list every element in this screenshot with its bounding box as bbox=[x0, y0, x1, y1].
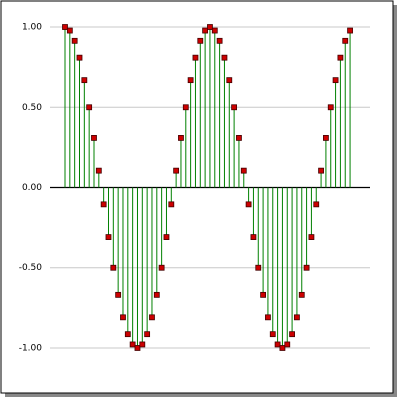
marker bbox=[76, 54, 83, 61]
y-tick-label: -1.00 bbox=[19, 343, 43, 353]
marker bbox=[347, 27, 353, 34]
marker bbox=[197, 37, 204, 44]
y-tick-label: 0.50 bbox=[22, 103, 42, 113]
marker bbox=[173, 167, 180, 174]
marker bbox=[231, 104, 238, 111]
marker bbox=[265, 314, 271, 321]
marker bbox=[115, 291, 122, 298]
marker bbox=[153, 291, 160, 298]
marker bbox=[168, 201, 175, 208]
marker bbox=[332, 77, 339, 84]
marker bbox=[66, 27, 73, 34]
marker bbox=[105, 234, 112, 240]
marker bbox=[284, 341, 291, 348]
marker bbox=[240, 167, 247, 174]
marker bbox=[207, 24, 213, 30]
marker bbox=[211, 27, 218, 34]
marker bbox=[182, 104, 189, 111]
marker bbox=[337, 54, 344, 61]
y-tick-label: 1.00 bbox=[22, 23, 42, 33]
marker bbox=[178, 135, 184, 141]
marker bbox=[129, 341, 136, 348]
marker bbox=[134, 345, 141, 351]
plot-area: -1.00 -0.50 0.00 0.50 1.00 bbox=[19, 23, 370, 353]
marker bbox=[110, 264, 117, 271]
marker bbox=[81, 77, 88, 84]
marker bbox=[303, 264, 310, 271]
marker bbox=[100, 201, 107, 208]
marker bbox=[313, 201, 320, 208]
marker bbox=[187, 77, 194, 84]
marker bbox=[192, 54, 199, 61]
marker bbox=[149, 314, 155, 321]
y-tick-label: -0.50 bbox=[19, 263, 43, 273]
marker bbox=[158, 264, 165, 271]
marker bbox=[294, 314, 300, 321]
marker bbox=[124, 331, 131, 338]
marker bbox=[62, 24, 68, 30]
marker bbox=[269, 331, 276, 338]
marker bbox=[216, 37, 223, 44]
marker bbox=[144, 331, 151, 338]
marker bbox=[95, 167, 102, 174]
marker bbox=[308, 234, 315, 240]
marker bbox=[323, 135, 329, 141]
marker bbox=[327, 104, 334, 111]
marker bbox=[279, 345, 286, 351]
marker bbox=[226, 77, 233, 84]
marker bbox=[139, 341, 146, 348]
marker bbox=[221, 54, 228, 61]
frame bbox=[0, 0, 394, 394]
marker bbox=[250, 234, 257, 240]
marker bbox=[289, 331, 295, 338]
marker bbox=[318, 167, 324, 174]
marker bbox=[342, 37, 349, 44]
marker bbox=[202, 27, 209, 34]
marker bbox=[260, 291, 266, 298]
marker bbox=[245, 201, 252, 208]
marker bbox=[274, 341, 281, 348]
marker bbox=[71, 37, 78, 44]
marker bbox=[236, 135, 242, 141]
marker bbox=[298, 291, 305, 298]
marker bbox=[163, 234, 170, 240]
marker bbox=[91, 135, 97, 141]
y-tick-label: 0.00 bbox=[22, 183, 42, 193]
marker bbox=[120, 314, 126, 321]
marker bbox=[86, 104, 93, 111]
marker bbox=[255, 264, 262, 271]
